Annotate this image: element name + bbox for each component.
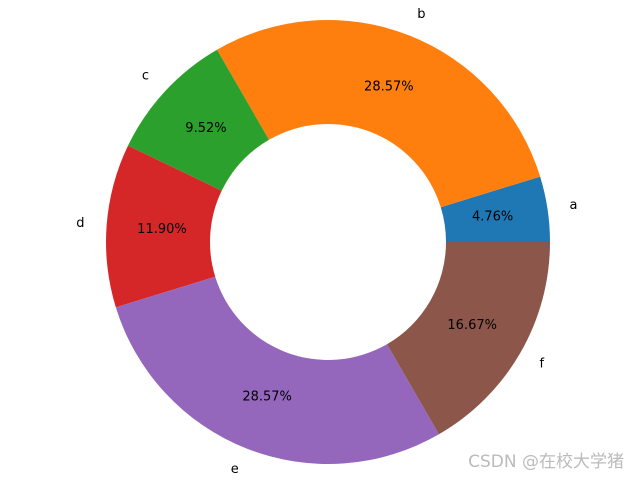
slice-label: d <box>76 216 84 231</box>
donut-slice <box>106 145 222 308</box>
donut-slice <box>440 176 550 242</box>
donut-slice <box>217 19 541 208</box>
slice-label: b <box>417 7 425 22</box>
watermark: CSDN @在校大学猪 <box>468 452 624 472</box>
value-label: 28.57% <box>242 389 292 404</box>
donut-slice <box>128 49 269 191</box>
slice-label: e <box>231 462 239 477</box>
slice-label: f <box>539 357 544 372</box>
slice-label: a <box>569 198 577 213</box>
value-label: 16.67% <box>447 318 497 333</box>
slice-label: c <box>142 68 149 83</box>
value-label: 9.52% <box>185 121 226 136</box>
value-label: 4.76% <box>472 210 513 225</box>
value-label: 28.57% <box>364 80 414 95</box>
donut-slice <box>386 242 550 435</box>
donut-slice <box>115 276 439 464</box>
value-label: 11.90% <box>137 222 187 237</box>
